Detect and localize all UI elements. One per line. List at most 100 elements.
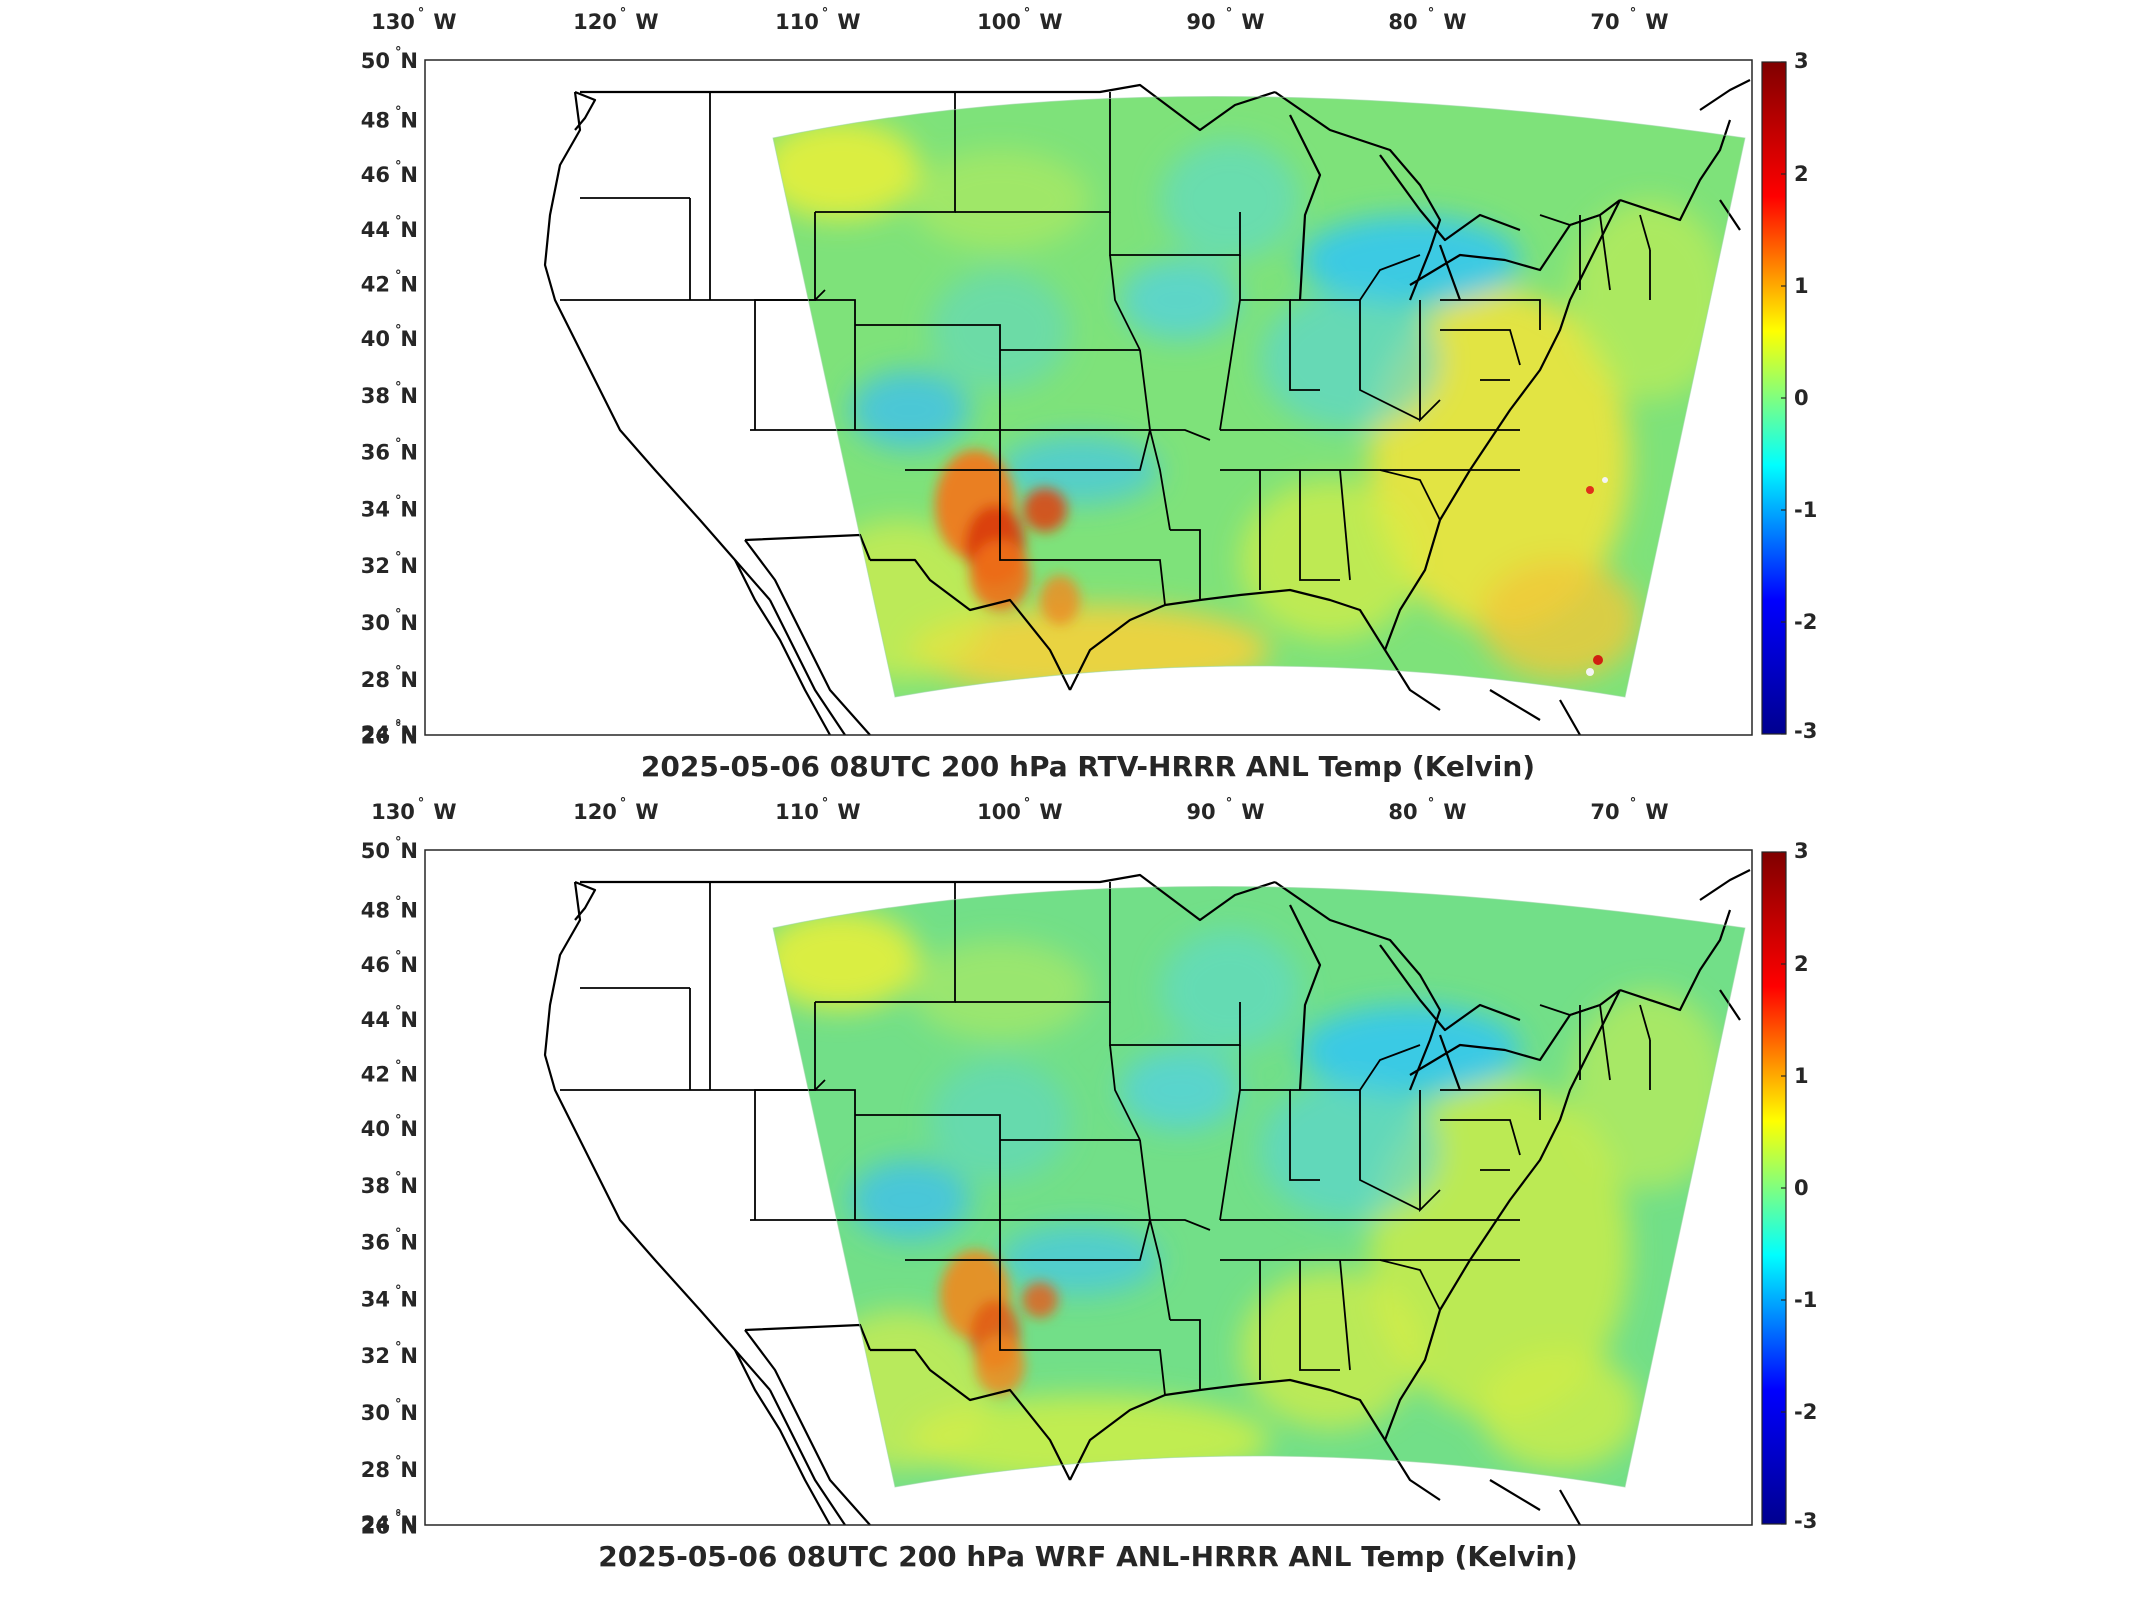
bottom-map-panel: 130 ° W 120 ° W 110 ° W 100 ° W 90 ° W 80 ° W 70 ° W 50 ° N 48 ° N…	[0, 790, 2133, 1580]
colorbar-tick-label: -2	[1794, 1400, 1817, 1424]
svg-text:N: N	[400, 384, 418, 408]
svg-text:N: N	[400, 554, 418, 578]
svg-text:-2: -2	[1794, 610, 1817, 634]
svg-text:46: 46	[361, 163, 390, 187]
svg-text:110: 110	[775, 800, 819, 824]
svg-text:2025-05-06 08UTC 200 hPa WRF A: 2025-05-06 08UTC 200 hPa WRF ANL-HRRR AN…	[598, 1540, 1577, 1573]
svg-text:130: 130	[371, 800, 415, 824]
lat-tick-label: 40 °N	[361, 1113, 418, 1141]
svg-text:N: N	[400, 163, 418, 187]
svg-text:32: 32	[361, 554, 390, 578]
svg-text:W: W	[433, 10, 456, 34]
svg-text:°: °	[1428, 6, 1435, 21]
svg-text:°: °	[418, 796, 425, 811]
svg-text:36: 36	[361, 441, 390, 465]
svg-text:°: °	[822, 796, 829, 811]
svg-text:°: °	[1630, 796, 1637, 811]
lat-tick-label: 46 °N	[361, 949, 418, 977]
colorbar-tick-label: 1	[1794, 274, 1809, 298]
lat-tick-label: 28 °N	[361, 1454, 418, 1482]
lat-tick-label: 44 °N	[361, 1004, 418, 1032]
lon-tick-label: 130 ° W	[371, 796, 457, 824]
lon-tick-label: 120 ° W	[573, 796, 659, 824]
lon-tick-label: 80 ° W	[1388, 796, 1466, 824]
lat-tick-label: 50 °N	[361, 835, 418, 863]
lat-tick-label: 34 °N	[361, 1283, 418, 1311]
svg-text:120: 120	[573, 800, 617, 824]
svg-text:N: N	[400, 49, 418, 73]
top-map-figure: 130 ° W 120 ° W 110 ° W 100 ° W 90 ° W 80 ° W 70 ° W50 °N48 °N…	[0, 0, 2133, 790]
lat-tick-label: 40 °N	[361, 323, 418, 351]
lat-tick-label: 38 °N	[361, 1170, 418, 1198]
svg-text:-3: -3	[1794, 719, 1817, 743]
svg-text:°: °	[1226, 796, 1233, 811]
svg-text:W: W	[1443, 800, 1466, 824]
svg-text:°: °	[1226, 6, 1233, 21]
svg-text:N: N	[400, 1231, 418, 1255]
svg-text:90: 90	[1186, 800, 1215, 824]
svg-text:70: 70	[1590, 800, 1619, 824]
svg-text:W: W	[1443, 10, 1466, 34]
svg-text:0: 0	[1794, 386, 1809, 410]
lat-tick-label: 46 °N	[361, 159, 418, 187]
lat-tick-label: 50 °N	[361, 45, 418, 73]
svg-text:90: 90	[1186, 10, 1215, 34]
lon-tick-label: 90 ° W	[1186, 796, 1264, 824]
svg-text:N: N	[400, 1512, 418, 1536]
lat-tick-label: 48 °N	[361, 105, 418, 133]
svg-text:28: 28	[361, 668, 390, 692]
svg-text:W: W	[837, 10, 860, 34]
svg-text:2025-05-06 08UTC 200 hPa RTV-H: 2025-05-06 08UTC 200 hPa RTV-HRRR ANL Te…	[641, 750, 1535, 783]
svg-text:N: N	[400, 1117, 418, 1141]
colorbar-tick-label: 1	[1794, 1064, 1809, 1088]
svg-text:46: 46	[361, 953, 390, 977]
lat-tick-label: 42 °N	[361, 268, 418, 296]
svg-text:44: 44	[361, 1008, 390, 1032]
svg-text:N: N	[400, 1344, 418, 1368]
svg-text:°: °	[1024, 796, 1031, 811]
svg-text:N: N	[400, 109, 418, 133]
svg-text:1: 1	[1794, 274, 1809, 298]
svg-text:N: N	[400, 1458, 418, 1482]
svg-text:W: W	[1039, 800, 1062, 824]
map-title: 2025-05-06 08UTC 200 hPa RTV-HRRR ANL Te…	[641, 750, 1535, 783]
svg-text:44: 44	[361, 218, 390, 242]
svg-text:°: °	[620, 796, 627, 811]
lon-tick-label: 100 ° W	[977, 796, 1063, 824]
svg-text:N: N	[400, 668, 418, 692]
svg-text:3: 3	[1794, 839, 1809, 863]
svg-text:100: 100	[977, 10, 1021, 34]
lon-tick-label: 110 ° W	[775, 796, 861, 824]
svg-text:W: W	[1645, 10, 1668, 34]
bottom-map-figure: 130 ° W 120 ° W 110 ° W 100 ° W 90 ° W 80 ° W 70 ° W50 °N48 °N…	[0, 790, 2133, 1580]
svg-text:N: N	[400, 218, 418, 242]
colorbar-tick-label: -1	[1794, 1288, 1817, 1312]
svg-text:28: 28	[361, 1458, 390, 1482]
map-title: 2025-05-06 08UTC 200 hPa WRF ANL-HRRR AN…	[598, 1540, 1577, 1573]
lat-tick-label: 24 °N	[361, 1508, 418, 1536]
svg-text:0: 0	[1794, 1176, 1809, 1200]
svg-text:80: 80	[1388, 800, 1417, 824]
lon-tick-label: 130 ° W	[371, 6, 457, 34]
lat-tick-label: 30 °N	[361, 1397, 418, 1425]
svg-text:40: 40	[361, 1117, 390, 1141]
svg-text:24: 24	[361, 722, 390, 746]
svg-text:-1: -1	[1794, 498, 1817, 522]
lat-tick-label: 32 °N	[361, 1340, 418, 1368]
svg-text:W: W	[1241, 10, 1264, 34]
top-map-panel: 130 ° W 120 ° W 110 ° W 100 ° W 90 ° W 80 ° W 70 ° W 50 ° N 48 ° N…	[0, 0, 2133, 790]
colorbar-tick-label: -2	[1794, 610, 1817, 634]
lon-tick-label: 120 ° W	[573, 6, 659, 34]
lat-tick-label: 42 °N	[361, 1058, 418, 1086]
svg-text:38: 38	[361, 384, 390, 408]
svg-text:34: 34	[361, 1287, 390, 1311]
svg-text:80: 80	[1388, 10, 1417, 34]
svg-text:N: N	[400, 1174, 418, 1198]
svg-text:W: W	[635, 10, 658, 34]
colorbar-tick-label: 3	[1794, 839, 1809, 863]
svg-text:42: 42	[361, 1062, 390, 1086]
lon-tick-label: 70 ° W	[1590, 6, 1668, 34]
lat-tick-label: 36 °N	[361, 437, 418, 465]
svg-text:48: 48	[361, 109, 390, 133]
lon-tick-label: 100 ° W	[977, 6, 1063, 34]
